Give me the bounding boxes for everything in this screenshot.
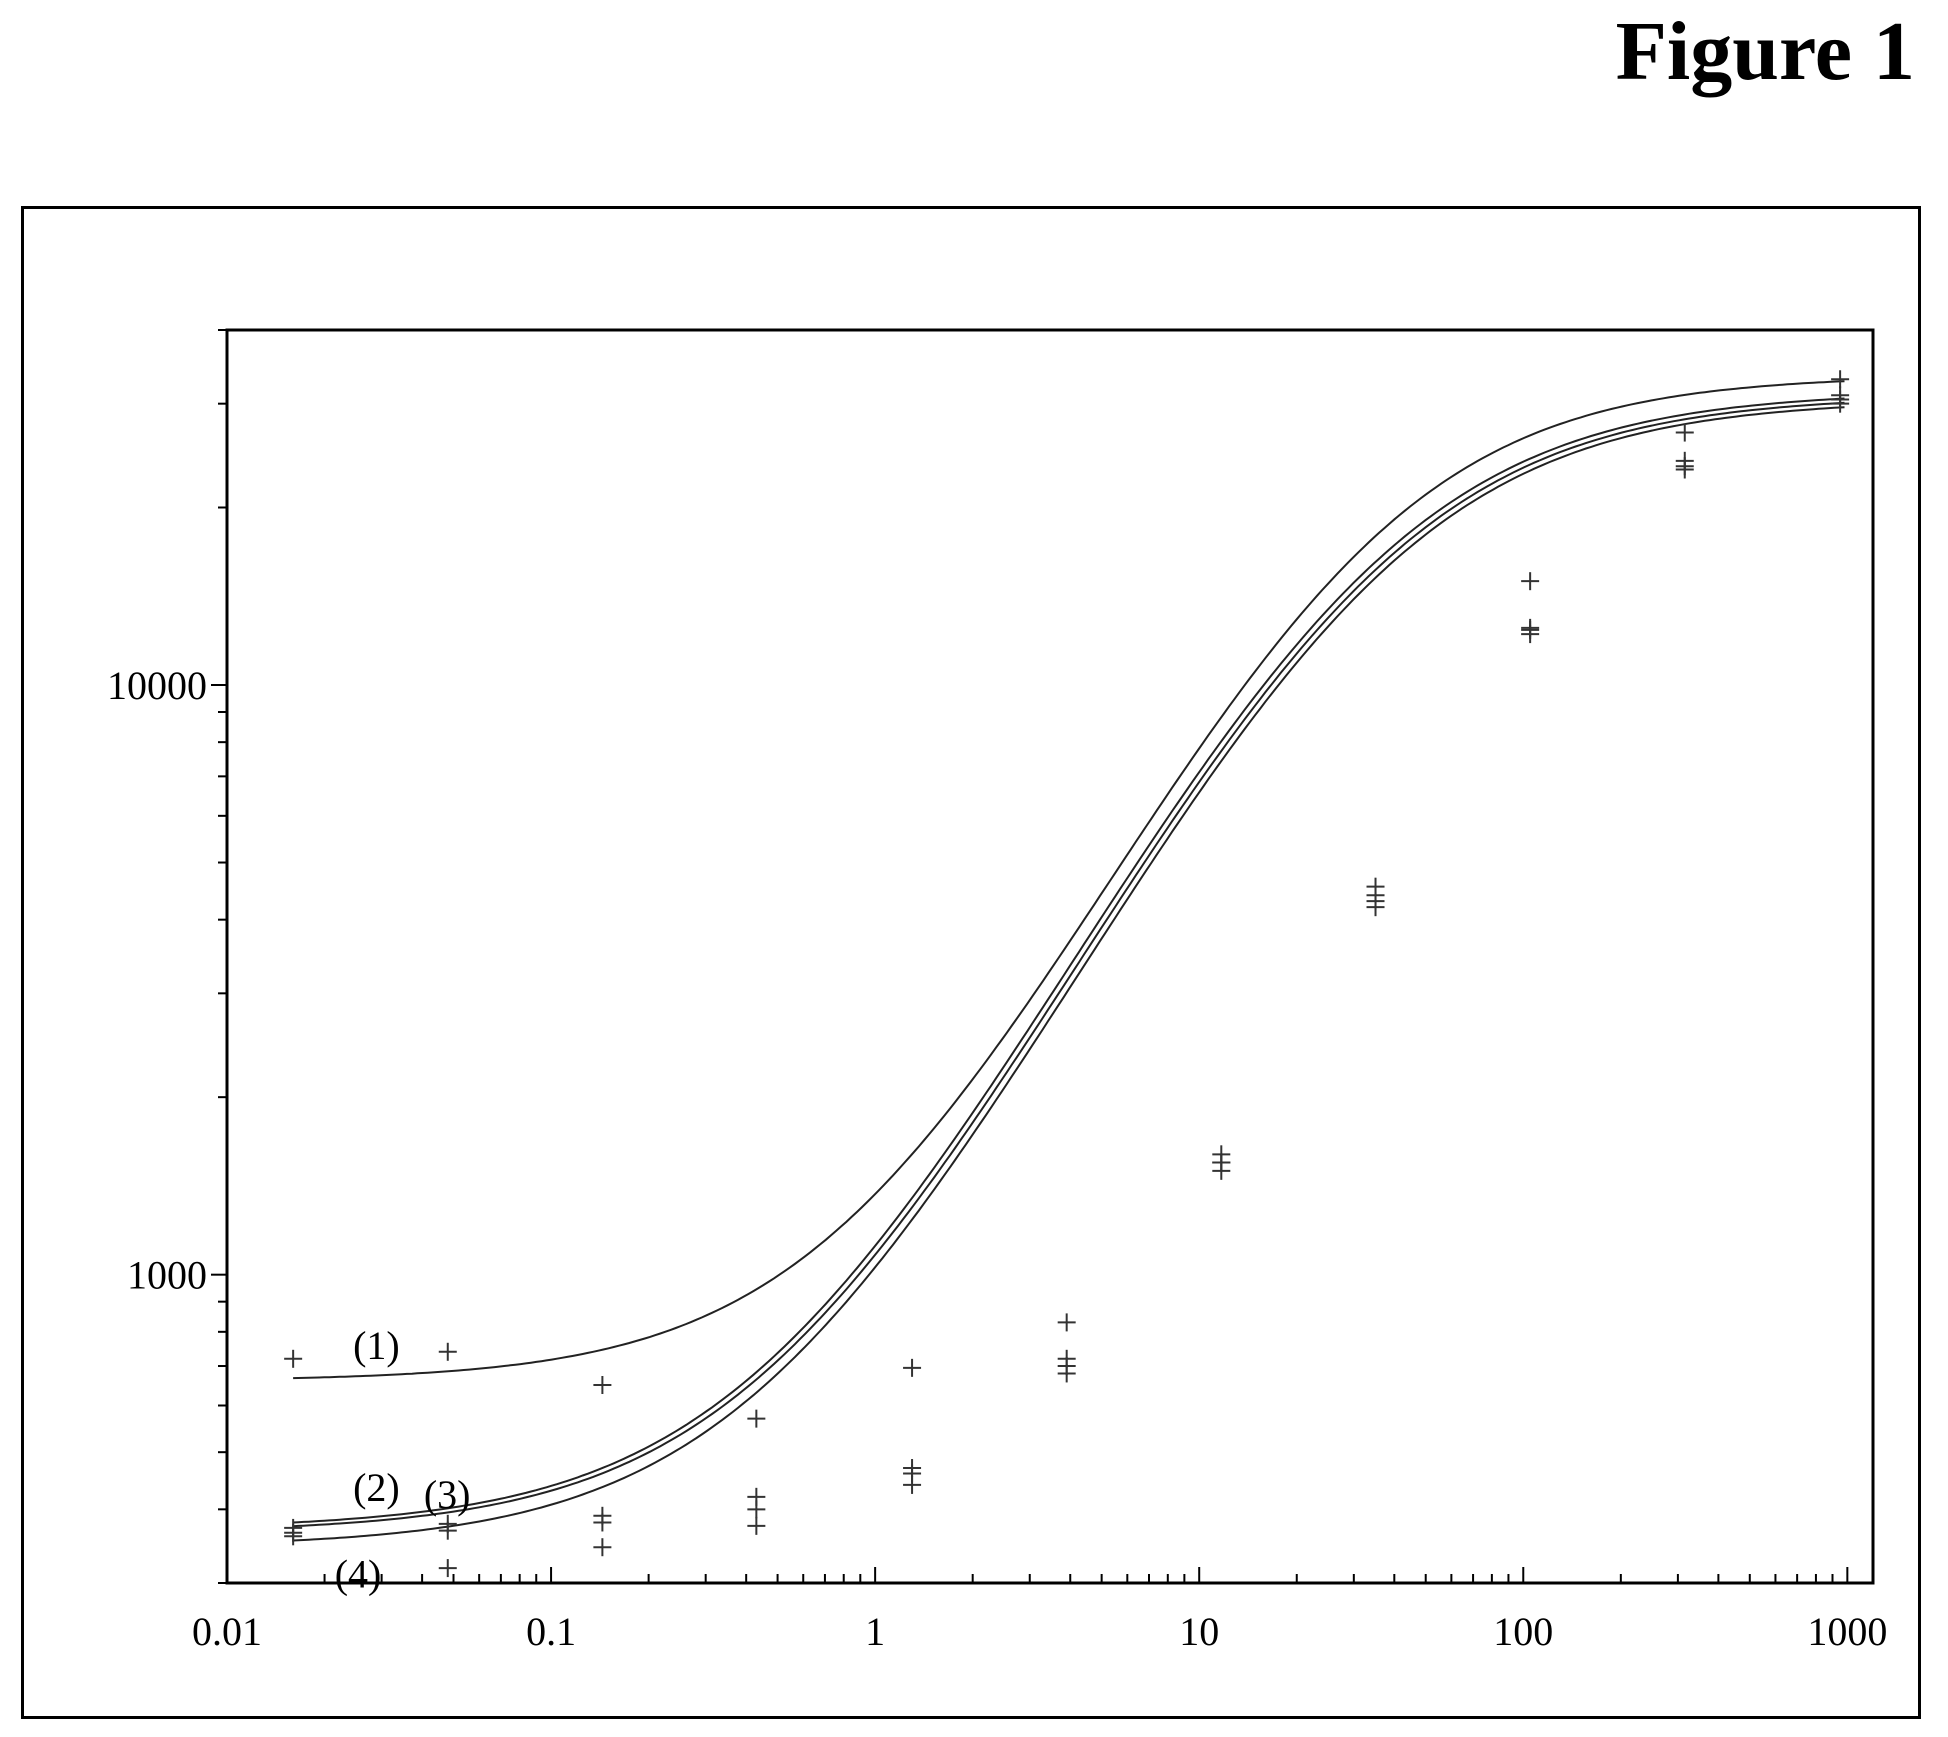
x-tick-label: 100 — [1493, 1609, 1553, 1654]
data-point — [1521, 572, 1540, 591]
axes: 0.01 0.1 1 10 100 1000 1000 10000 — [107, 329, 1887, 1654]
data-points — [284, 370, 1850, 1578]
data-point — [284, 1527, 303, 1546]
x-tick-label: 0.01 — [192, 1609, 262, 1654]
data-point — [284, 1349, 303, 1368]
data-point — [438, 1521, 457, 1540]
data-point — [747, 1409, 766, 1428]
data-point — [747, 1500, 766, 1519]
data-point — [593, 1513, 612, 1532]
data-point — [1366, 898, 1385, 917]
data-point — [1675, 460, 1694, 479]
data-point — [903, 1475, 922, 1494]
x-tick-label: 1 — [865, 1609, 885, 1654]
series-label-3: (3) — [424, 1472, 471, 1517]
x-tick-label: 10 — [1179, 1609, 1219, 1654]
figure-title: Figure 1 — [1615, 5, 1915, 98]
x-tick-label: 0.1 — [526, 1609, 576, 1654]
data-point — [747, 1516, 766, 1535]
data-point — [438, 1559, 457, 1578]
series-label-2: (2) — [353, 1465, 400, 1510]
series-labels: (1) (2) (3) (4) — [335, 1323, 471, 1597]
data-point — [1675, 423, 1694, 442]
x-tick-label: 1000 — [1807, 1609, 1887, 1654]
data-point — [438, 1342, 457, 1361]
fitted-curve-4 — [293, 406, 1845, 1542]
data-point — [593, 1375, 612, 1394]
data-point — [1831, 370, 1850, 389]
series-label-1: (1) — [353, 1323, 400, 1368]
data-point — [593, 1538, 612, 1557]
fitted-curve-1 — [293, 380, 1845, 1380]
fitted-curve-2 — [293, 397, 1845, 1524]
data-point — [1831, 394, 1850, 413]
figure-frame — [21, 206, 1921, 1719]
series-label-4: (4) — [335, 1551, 382, 1596]
data-point — [903, 1358, 922, 1377]
fitted-curves — [293, 380, 1845, 1542]
plot-area — [225, 328, 1875, 1585]
data-point — [1212, 1153, 1231, 1172]
data-point — [1057, 1364, 1076, 1383]
y-tick-label: 1000 — [127, 1253, 207, 1298]
data-point — [1521, 620, 1540, 639]
data-point — [1057, 1313, 1076, 1332]
y-tick-label: 10000 — [107, 663, 207, 708]
fitted-curve-3 — [293, 401, 1845, 1528]
